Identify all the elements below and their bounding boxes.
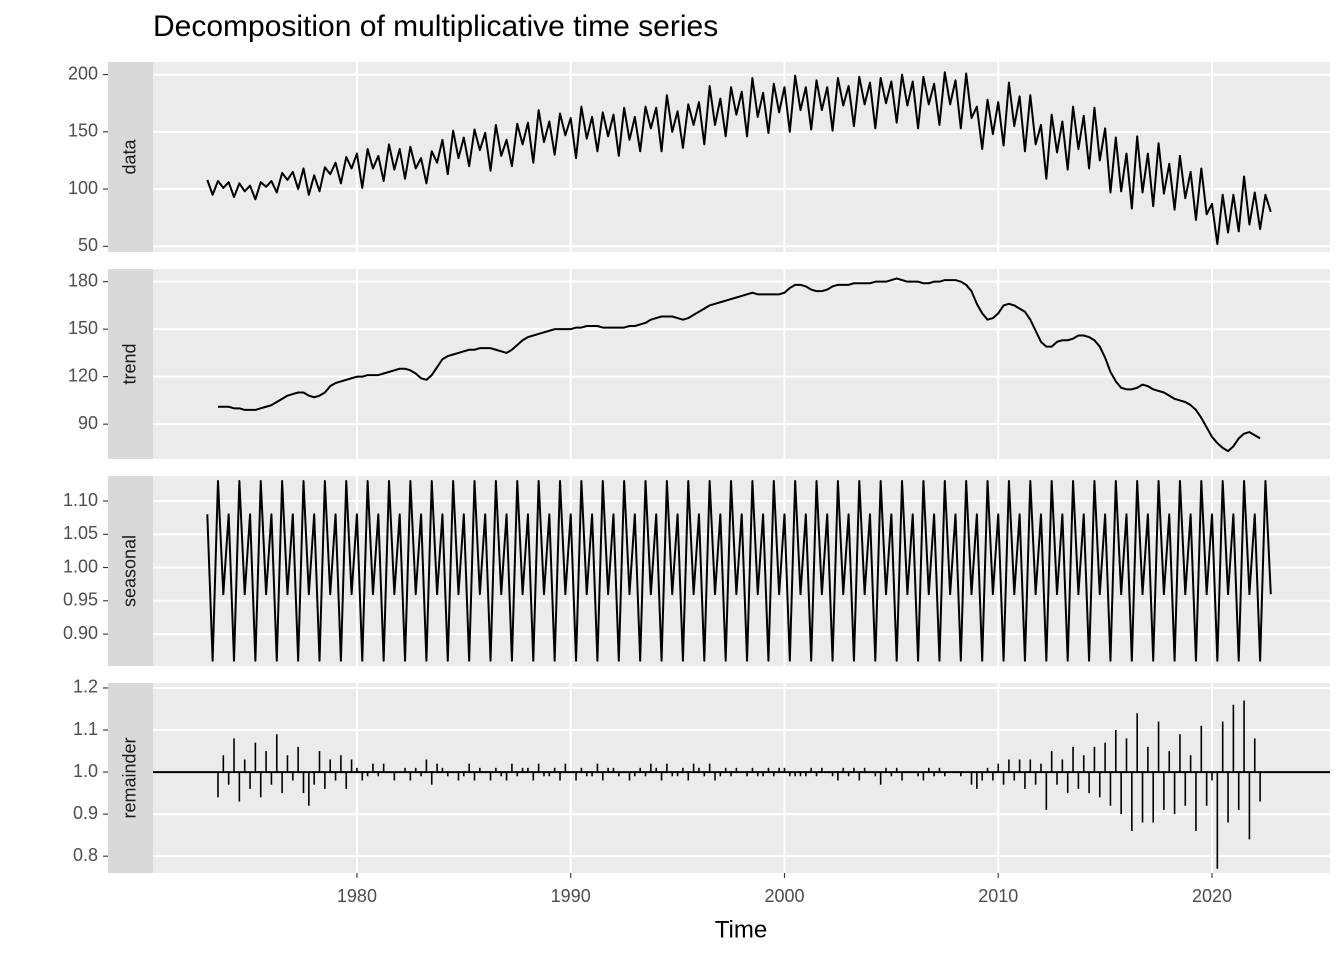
y-tick-label: 0.9 <box>73 803 98 823</box>
y-tick-label: 1.2 <box>73 677 98 697</box>
strip-label: trend <box>119 343 139 384</box>
strip <box>108 269 153 459</box>
panel-background <box>153 269 1330 459</box>
y-tick-label: 1.05 <box>63 523 98 543</box>
x-tick-label: 2000 <box>764 886 804 906</box>
panel-background <box>153 683 1330 873</box>
series-line <box>206 480 1272 662</box>
y-tick-label: 100 <box>68 178 98 198</box>
strip-label: remainder <box>119 737 139 818</box>
series-line <box>217 277 1261 453</box>
x-axis-label: Time <box>715 916 767 943</box>
y-tick-label: 180 <box>68 270 98 290</box>
strip-label: data <box>119 139 139 175</box>
chart-title: Decomposition of multiplicative time ser… <box>153 10 718 43</box>
y-tick-label: 50 <box>78 235 98 255</box>
panel-background <box>153 62 1330 252</box>
y-tick-label: 0.90 <box>63 623 98 643</box>
y-tick-label: 1.00 <box>63 556 98 576</box>
y-tick-label: 150 <box>68 121 98 141</box>
x-tick-label: 1980 <box>337 886 377 906</box>
y-tick-label: 200 <box>68 63 98 83</box>
y-tick-label: 1.0 <box>73 761 98 781</box>
strip <box>108 62 153 252</box>
x-tick-label: 2020 <box>1192 886 1232 906</box>
strip-label: seasonal <box>119 535 139 607</box>
y-tick-label: 0.95 <box>63 590 98 610</box>
strip <box>108 476 153 666</box>
y-tick-label: 1.1 <box>73 719 98 739</box>
x-tick-label: 2010 <box>978 886 1018 906</box>
y-tick-label: 90 <box>78 413 98 433</box>
y-tick-label: 120 <box>68 365 98 385</box>
y-tick-label: 150 <box>68 318 98 338</box>
y-tick-label: 0.8 <box>73 845 98 865</box>
y-tick-label: 1.10 <box>63 490 98 510</box>
series-line <box>206 71 1272 245</box>
strip <box>108 683 153 873</box>
x-tick-label: 1990 <box>551 886 591 906</box>
